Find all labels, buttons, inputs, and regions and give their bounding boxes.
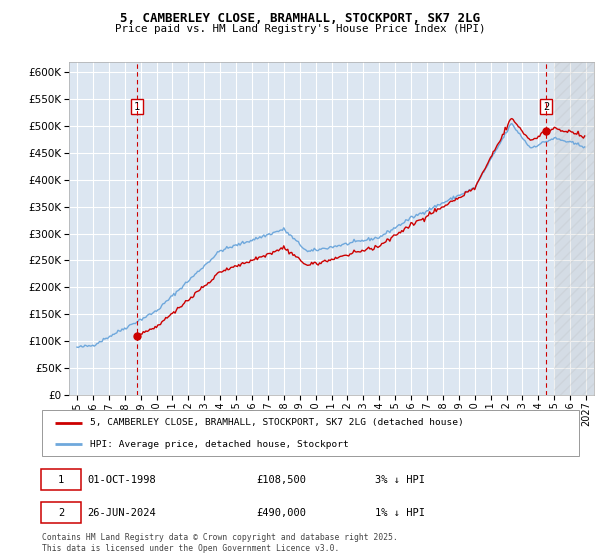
Text: 1% ↓ HPI: 1% ↓ HPI [375, 508, 425, 517]
Text: 3% ↓ HPI: 3% ↓ HPI [375, 475, 425, 484]
Text: 2: 2 [58, 508, 64, 517]
Text: 1: 1 [133, 101, 140, 111]
Text: £490,000: £490,000 [257, 508, 307, 517]
Bar [554, 62, 600, 395]
FancyBboxPatch shape [42, 410, 579, 456]
Text: Contains HM Land Registry data © Crown copyright and database right 2025.
This d: Contains HM Land Registry data © Crown c… [42, 533, 398, 553]
Text: 5, CAMBERLEY CLOSE, BRAMHALL, STOCKPORT, SK7 2LG: 5, CAMBERLEY CLOSE, BRAMHALL, STOCKPORT,… [120, 12, 480, 25]
Text: 1: 1 [58, 475, 64, 484]
Text: 5, CAMBERLEY CLOSE, BRAMHALL, STOCKPORT, SK7 2LG (detached house): 5, CAMBERLEY CLOSE, BRAMHALL, STOCKPORT,… [91, 418, 464, 427]
FancyBboxPatch shape [41, 502, 81, 523]
Text: 2: 2 [543, 101, 549, 111]
Text: HPI: Average price, detached house, Stockport: HPI: Average price, detached house, Stoc… [91, 440, 349, 449]
Text: Price paid vs. HM Land Registry's House Price Index (HPI): Price paid vs. HM Land Registry's House … [115, 24, 485, 34]
Text: 26-JUN-2024: 26-JUN-2024 [88, 508, 157, 517]
Text: 01-OCT-1998: 01-OCT-1998 [88, 475, 157, 484]
FancyBboxPatch shape [41, 469, 81, 490]
Text: £108,500: £108,500 [257, 475, 307, 484]
